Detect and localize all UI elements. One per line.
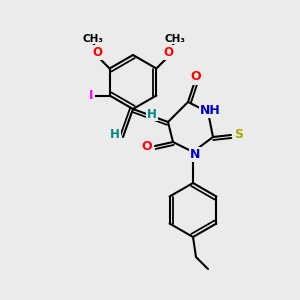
Text: CH₃: CH₃	[82, 34, 103, 44]
Text: O: O	[164, 46, 173, 59]
Text: O: O	[142, 140, 152, 152]
Text: O: O	[191, 70, 201, 83]
Text: S: S	[235, 128, 244, 142]
Text: N: N	[190, 148, 200, 160]
Text: I: I	[89, 89, 94, 102]
Text: CH₃: CH₃	[165, 34, 186, 44]
Text: H: H	[110, 128, 120, 142]
Text: O: O	[93, 46, 103, 59]
Text: NH: NH	[200, 103, 220, 116]
Text: H: H	[147, 107, 157, 121]
